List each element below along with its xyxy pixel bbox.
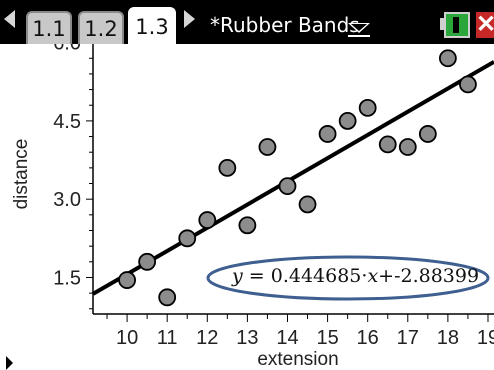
left-arrow-icon[interactable]	[4, 10, 15, 28]
data-point	[459, 75, 477, 94]
x-tick-label: 14	[276, 327, 298, 349]
tab-label: 1.1	[32, 16, 66, 41]
chevron-down-icon[interactable]	[348, 23, 370, 33]
y-axis-label: distance	[11, 139, 32, 210]
x-tick-label: 13	[236, 327, 258, 349]
data-point	[298, 195, 317, 214]
equation-var: x	[367, 265, 379, 287]
data-point	[438, 49, 457, 68]
y-tick-label: 4.5	[53, 111, 81, 133]
data-point	[258, 138, 277, 156]
data-point	[138, 252, 157, 271]
battery-tip	[440, 18, 445, 30]
data-point	[178, 229, 197, 248]
data-point	[418, 125, 437, 143]
tab-1-2[interactable]: 1.2	[78, 11, 124, 44]
regression-line	[91, 60, 494, 296]
tab-label: 1.2	[84, 16, 118, 41]
data-point	[158, 288, 177, 307]
right-arrow-icon[interactable]	[184, 10, 195, 28]
tab-label: 1.3	[135, 14, 169, 39]
data-point	[398, 138, 417, 156]
x-axis-label: extension	[257, 349, 338, 370]
data-point	[218, 158, 237, 177]
data-point	[378, 135, 397, 154]
x-tick-label: 10	[116, 327, 138, 349]
x-tick-label: 18	[437, 327, 459, 349]
battery-icon	[444, 12, 470, 38]
data-point	[318, 125, 337, 143]
y-tick-label: 1.5	[53, 267, 81, 289]
chevron-underline	[348, 35, 370, 37]
x-tick-label: 11	[157, 327, 178, 349]
pointer-cursor-icon	[6, 356, 13, 370]
x-tick-label: 15	[316, 327, 338, 349]
data-point	[358, 98, 377, 117]
equation-lhs: y	[232, 265, 243, 287]
data-point	[198, 211, 217, 229]
document-toolbar: 1.1 1.2 1.3 *Rubber Bands ✕	[0, 0, 494, 44]
equation-ellipse	[206, 255, 490, 301]
x-tick-label: 16	[357, 327, 379, 349]
data-point	[338, 111, 357, 130]
document-title[interactable]: *Rubber Bands	[210, 13, 360, 37]
x-tick-label: 12	[196, 327, 218, 349]
tab-1-1[interactable]: 1.1	[26, 11, 72, 44]
y-tick-label: 3.0	[53, 189, 81, 211]
tab-1-3[interactable]: 1.3	[128, 7, 176, 44]
scatter-plot[interactable]: 1.5 3.0 4.5 6.0 10 11 12 13 14 15 16 17 18 19 extensio…	[0, 44, 494, 370]
regression-equation: y = 0.444685·x+-2.88399	[232, 265, 479, 287]
data-point	[118, 271, 136, 289]
data-point	[278, 177, 297, 196]
equation-rest: +-2.88399	[378, 265, 480, 287]
y-tick-label: 6.0	[53, 44, 81, 55]
close-icon[interactable]: ✕	[476, 12, 494, 38]
data-point	[238, 216, 257, 235]
equation-coef: = 0.444685·	[242, 265, 368, 287]
x-tick-label: 17	[397, 327, 419, 349]
x-tick-label: 19	[477, 327, 494, 349]
